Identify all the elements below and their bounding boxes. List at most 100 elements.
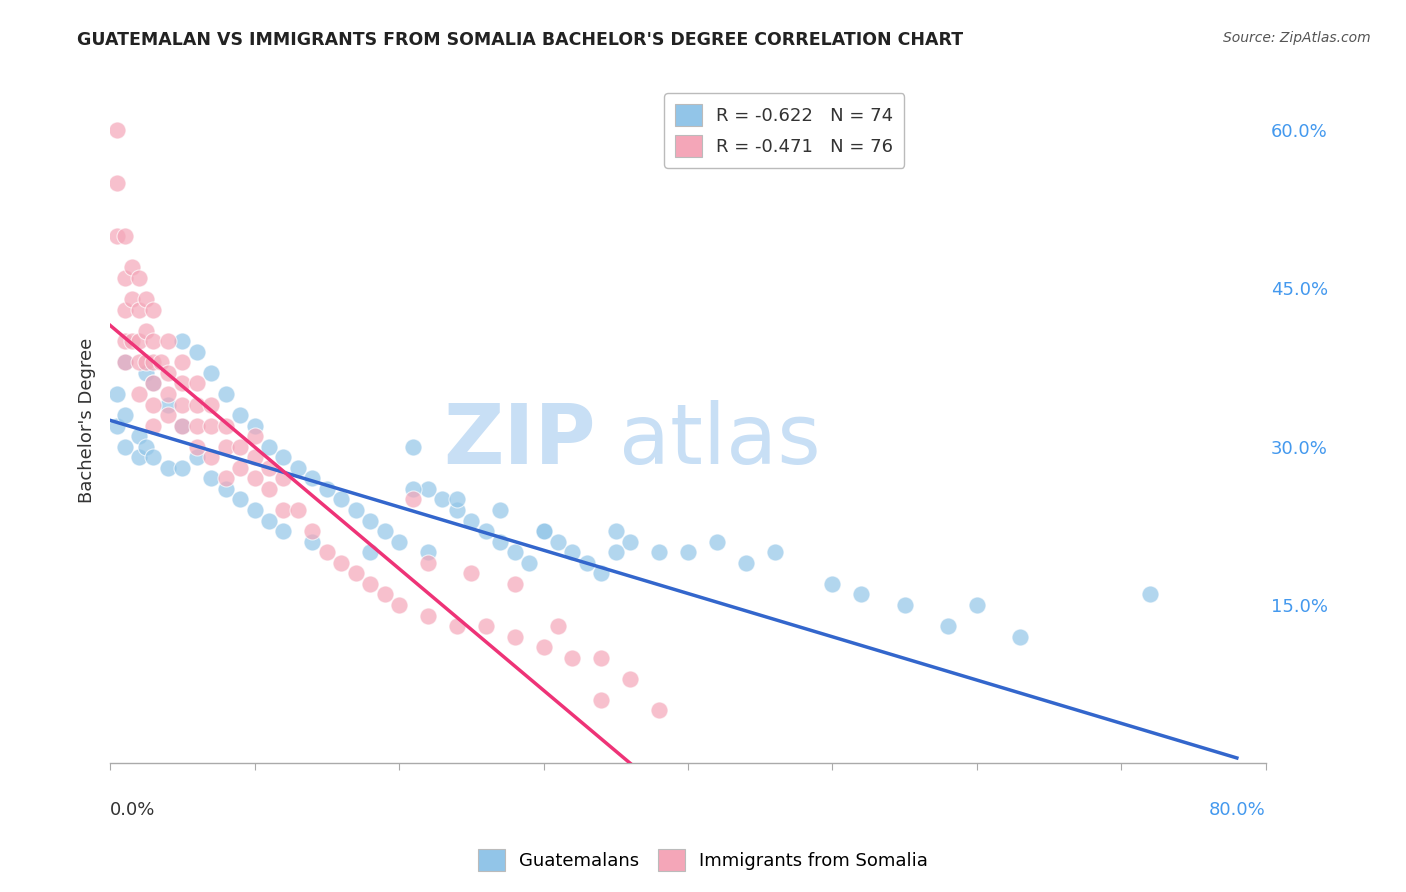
Point <box>121 334 143 349</box>
Point <box>215 418 238 433</box>
Point <box>489 534 512 549</box>
Point <box>734 556 756 570</box>
Point <box>893 598 915 612</box>
Point <box>215 387 238 401</box>
Point <box>591 566 613 581</box>
Point <box>273 450 295 465</box>
Point <box>315 482 337 496</box>
Point <box>763 545 786 559</box>
Point <box>135 440 157 454</box>
Point <box>229 408 252 422</box>
Point <box>128 429 150 443</box>
Point <box>359 514 381 528</box>
Legend: R = -0.622   N = 74, R = -0.471   N = 76: R = -0.622 N = 74, R = -0.471 N = 76 <box>664 94 904 168</box>
Point <box>229 460 252 475</box>
Point <box>142 376 165 391</box>
Point <box>229 492 252 507</box>
Point <box>142 302 165 317</box>
Text: GUATEMALAN VS IMMIGRANTS FROM SOMALIA BACHELOR'S DEGREE CORRELATION CHART: GUATEMALAN VS IMMIGRANTS FROM SOMALIA BA… <box>77 31 963 49</box>
Point <box>821 577 844 591</box>
Point <box>172 460 194 475</box>
Point <box>172 418 194 433</box>
Point <box>243 429 266 443</box>
Legend: Guatemalans, Immigrants from Somalia: Guatemalans, Immigrants from Somalia <box>471 842 935 879</box>
Point <box>135 292 157 306</box>
Point <box>605 545 627 559</box>
Point <box>503 577 526 591</box>
Point <box>229 440 252 454</box>
Point <box>287 503 309 517</box>
Point <box>105 418 128 433</box>
Point <box>648 704 671 718</box>
Point <box>135 324 157 338</box>
Point <box>121 292 143 306</box>
Point <box>359 577 381 591</box>
Point <box>257 482 280 496</box>
Point <box>432 492 454 507</box>
Point <box>460 566 482 581</box>
Y-axis label: Bachelor's Degree: Bachelor's Degree <box>79 338 96 503</box>
Point <box>1139 587 1161 601</box>
Point <box>114 440 136 454</box>
Point <box>135 366 157 380</box>
Point <box>215 482 238 496</box>
Point <box>142 355 165 369</box>
Point <box>200 366 222 380</box>
Point <box>547 534 569 549</box>
Point <box>186 440 208 454</box>
Point <box>186 450 208 465</box>
Point <box>114 355 136 369</box>
Point <box>105 387 128 401</box>
Point <box>257 514 280 528</box>
Point <box>561 650 583 665</box>
Point <box>591 650 613 665</box>
Point <box>128 271 150 285</box>
Point <box>503 545 526 559</box>
Point <box>257 460 280 475</box>
Point <box>273 524 295 538</box>
Point <box>676 545 699 559</box>
Point <box>344 566 367 581</box>
Point <box>533 524 555 538</box>
Text: 80.0%: 80.0% <box>1209 801 1265 819</box>
Point <box>966 598 988 612</box>
Point <box>128 302 150 317</box>
Point <box>301 534 323 549</box>
Point <box>156 334 179 349</box>
Point <box>243 450 266 465</box>
Point <box>114 334 136 349</box>
Point <box>200 397 222 411</box>
Point <box>446 619 468 633</box>
Point <box>273 471 295 485</box>
Point <box>243 418 266 433</box>
Point <box>114 302 136 317</box>
Point <box>503 630 526 644</box>
Point <box>388 598 411 612</box>
Point <box>402 482 425 496</box>
Point <box>619 672 641 686</box>
Point <box>359 545 381 559</box>
Point <box>156 387 179 401</box>
Text: ZIP: ZIP <box>443 401 596 482</box>
Point <box>156 397 179 411</box>
Point <box>142 334 165 349</box>
Point <box>114 355 136 369</box>
Text: atlas: atlas <box>619 401 820 482</box>
Point <box>575 556 598 570</box>
Point <box>156 366 179 380</box>
Point <box>561 545 583 559</box>
Point <box>186 376 208 391</box>
Point <box>591 693 613 707</box>
Point <box>344 503 367 517</box>
Point <box>517 556 540 570</box>
Point <box>156 460 179 475</box>
Point <box>416 556 439 570</box>
Point <box>200 418 222 433</box>
Point <box>706 534 728 549</box>
Point <box>402 440 425 454</box>
Point <box>215 440 238 454</box>
Point <box>619 534 641 549</box>
Point <box>135 355 157 369</box>
Point <box>142 376 165 391</box>
Point <box>474 524 496 538</box>
